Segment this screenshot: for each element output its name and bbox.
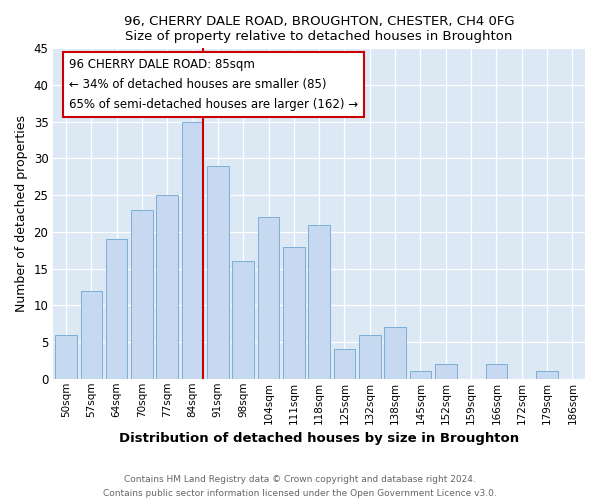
Bar (106, 239, 127, 379)
Title: 96, CHERRY DALE ROAD, BROUGHTON, CHESTER, CH4 0FG
Size of property relative to d: 96, CHERRY DALE ROAD, BROUGHTON, CHESTER… (124, 15, 514, 43)
Bar (410, 372, 431, 379)
Text: 96 CHERRY DALE ROAD: 85sqm
← 34% of detached houses are smaller (85)
65% of semi: 96 CHERRY DALE ROAD: 85sqm ← 34% of deta… (69, 58, 358, 111)
Bar (232, 262, 254, 379)
Bar (385, 328, 406, 379)
Bar (536, 372, 558, 379)
Bar (283, 246, 305, 379)
Bar (207, 166, 229, 379)
Bar (182, 122, 203, 379)
Bar (80, 290, 102, 379)
Bar (131, 210, 152, 379)
Text: Contains HM Land Registry data © Crown copyright and database right 2024.
Contai: Contains HM Land Registry data © Crown c… (103, 476, 497, 498)
Y-axis label: Number of detached properties: Number of detached properties (15, 115, 28, 312)
Bar (55, 334, 77, 379)
Bar (334, 350, 355, 379)
Bar (308, 224, 330, 379)
Bar (258, 217, 279, 379)
Bar (435, 364, 457, 379)
Bar (485, 364, 507, 379)
Bar (359, 334, 380, 379)
X-axis label: Distribution of detached houses by size in Broughton: Distribution of detached houses by size … (119, 432, 519, 445)
Bar (157, 195, 178, 379)
